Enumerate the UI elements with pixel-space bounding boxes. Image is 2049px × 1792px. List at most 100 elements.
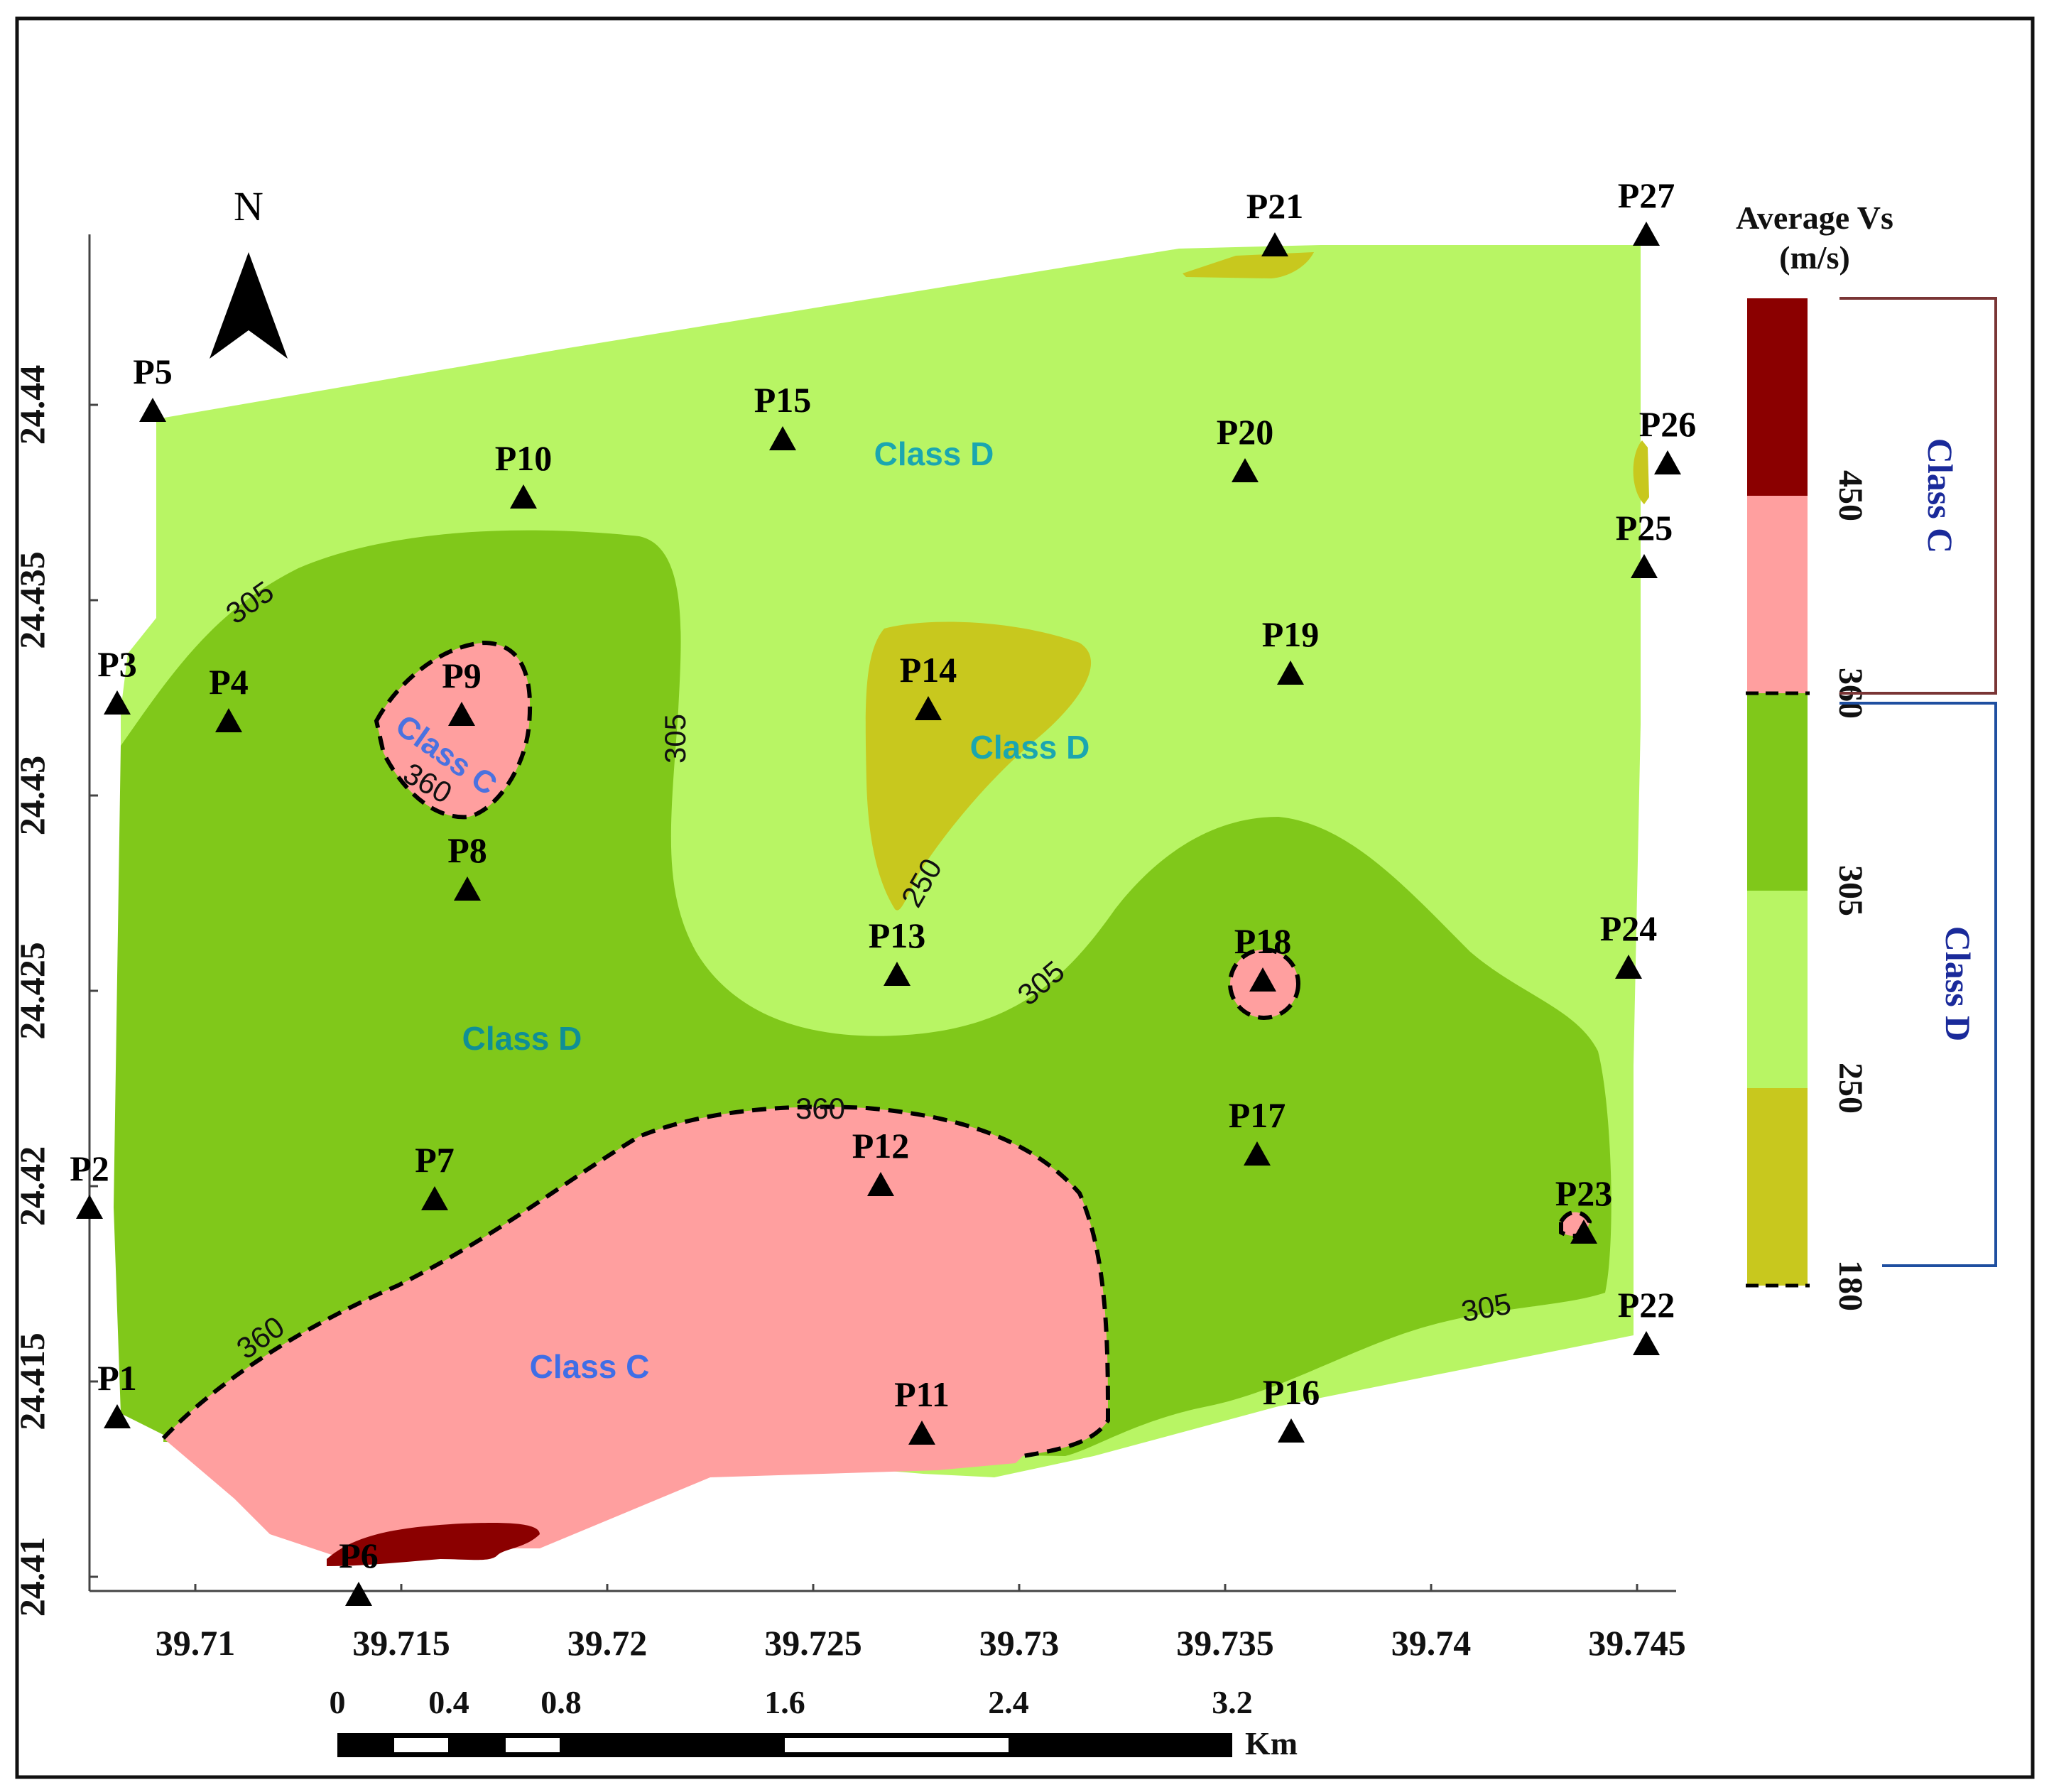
scale-bar-segment — [394, 1738, 448, 1752]
y-tick-label: 24.42 — [12, 1146, 52, 1227]
station-p19: P19 — [1262, 614, 1320, 685]
contours-360 — [161, 640, 1592, 1458]
legend-bracket-class-d — [1839, 702, 1997, 1267]
north-arrow: N — [210, 183, 288, 359]
station-marker-icon — [908, 1421, 935, 1445]
station-marker-icon — [345, 1582, 372, 1606]
station-marker-icon — [215, 708, 242, 732]
station-marker-icon — [104, 690, 131, 715]
y-tick-label: 24.43 — [12, 756, 52, 836]
station-p10: P10 — [495, 438, 553, 509]
north-arrow-icon — [210, 252, 288, 359]
zone-180-250-p14 — [865, 621, 1092, 911]
legend-swatch-above-450 — [1747, 298, 1808, 496]
x-tick-label: 39.735 — [1176, 1623, 1274, 1663]
station-p12: P12 — [852, 1126, 909, 1196]
station-p20: P20 — [1217, 412, 1274, 482]
station-p16: P16 — [1263, 1372, 1320, 1443]
station-label: P19 — [1262, 614, 1320, 654]
scale-label: 0.8 — [540, 1684, 582, 1720]
zone-label: Class C — [530, 1348, 650, 1385]
contour-label: 360 — [795, 1092, 845, 1125]
station-p24: P24 — [1600, 908, 1658, 979]
y-tick-label: 24.41 — [12, 1537, 52, 1617]
station-marker-icon — [448, 702, 475, 726]
legend-class-c-label: Class C — [1920, 438, 1960, 554]
station-label: P4 — [209, 662, 249, 702]
station-p7: P7 — [415, 1140, 455, 1210]
x-tick-label: 39.71 — [156, 1623, 236, 1663]
legend: Average Vs (m/s) 450 360 305 250 180 Cla… — [1736, 200, 1997, 1311]
station-p11: P11 — [894, 1374, 950, 1445]
station-marker-icon — [1261, 232, 1288, 256]
station-marker-icon — [421, 1186, 448, 1210]
zone-above-450 — [327, 1522, 540, 1566]
station-p2: P2 — [70, 1148, 109, 1219]
station-marker-icon — [1249, 967, 1276, 992]
station-label: P10 — [495, 438, 553, 478]
legend-bracket-class-c — [1839, 297, 1997, 695]
x-tick-label: 39.73 — [979, 1623, 1060, 1663]
x-tick-marks — [194, 1584, 1638, 1591]
station-p23: P23 — [1555, 1173, 1613, 1244]
station-marker-icon — [76, 1195, 103, 1219]
station-p8: P8 — [447, 830, 487, 901]
station-marker-icon — [1631, 554, 1658, 578]
legend-swatch-305-360 — [1747, 693, 1808, 891]
contour-360-p9 — [374, 640, 533, 820]
station-p14: P14 — [900, 650, 957, 720]
station-label: P17 — [1229, 1095, 1286, 1135]
station-marker-icon — [454, 876, 481, 901]
scale-label: 0 — [330, 1684, 346, 1720]
x-tick-label: 39.72 — [567, 1623, 648, 1663]
station-marker-icon — [510, 484, 537, 509]
y-tick-labels: 24.41 24.415 24.42 24.425 24.43 24.435 24.44 — [12, 365, 52, 1617]
station-label: P24 — [1600, 908, 1658, 948]
contour-label: 305 — [658, 714, 692, 764]
contour-360-p18 — [1228, 947, 1300, 1020]
station-label: P11 — [894, 1374, 950, 1414]
station-p4: P4 — [209, 662, 249, 732]
station-label: P15 — [754, 380, 812, 420]
station-marker-icon — [1277, 661, 1304, 685]
station-p3: P3 — [97, 644, 137, 715]
station-p26: P26 — [1639, 404, 1696, 474]
station-marker-icon — [884, 962, 911, 986]
x-tick-label: 39.74 — [1391, 1623, 1472, 1663]
scale-label: 2.4 — [988, 1684, 1029, 1720]
station-marker-icon — [915, 696, 942, 720]
scale-unit: Km — [1245, 1725, 1298, 1761]
station-p9: P9 — [442, 656, 482, 726]
station-label: P3 — [97, 644, 137, 684]
station-label: P8 — [447, 830, 487, 870]
station-label: P18 — [1234, 921, 1292, 961]
contour-360-p23 — [1559, 1210, 1592, 1238]
zone-label: Class D — [874, 435, 994, 472]
zone-360-450-main — [163, 1107, 1108, 1555]
legend-title: Average Vs — [1736, 200, 1893, 236]
station-marker-icon — [139, 398, 166, 422]
y-tick-label: 24.415 — [12, 1332, 52, 1430]
zone-label: Class D — [970, 729, 1090, 766]
north-label: N — [234, 183, 263, 229]
stations: P1 P2 P3 P4 P5 P6 P7 P8 P9 P10 P11 P12 P13 P14 P15 P16 P… — [70, 175, 1696, 1606]
station-label: P20 — [1217, 412, 1274, 452]
legend-swatch-180-250 — [1747, 1088, 1808, 1286]
y-tick-label: 24.425 — [12, 942, 52, 1040]
legend-tick-label: 180 — [1832, 1260, 1869, 1311]
legend-tick-label: 250 — [1832, 1063, 1869, 1114]
station-label: P2 — [70, 1148, 109, 1188]
station-p17: P17 — [1229, 1095, 1286, 1166]
legend-swatch-360-450 — [1747, 496, 1808, 693]
scale-label: 3.2 — [1212, 1684, 1253, 1720]
station-marker-icon — [1633, 222, 1660, 246]
station-marker-icon — [867, 1172, 894, 1196]
station-label: P1 — [97, 1358, 137, 1398]
zone-360-450-p9 — [376, 643, 531, 818]
legend-swatch-250-305 — [1747, 891, 1808, 1088]
station-label: P23 — [1555, 1173, 1613, 1213]
station-marker-icon — [1278, 1418, 1305, 1443]
station-label: P6 — [339, 1536, 379, 1575]
station-marker-icon — [104, 1404, 131, 1428]
